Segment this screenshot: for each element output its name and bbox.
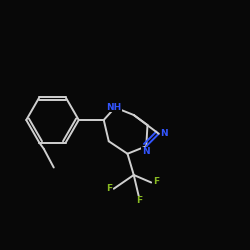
Text: F: F [136, 196, 142, 205]
Text: N: N [142, 147, 150, 156]
Text: F: F [106, 184, 112, 193]
Text: NH: NH [106, 102, 122, 112]
Text: N: N [160, 129, 168, 138]
Text: F: F [153, 178, 159, 186]
